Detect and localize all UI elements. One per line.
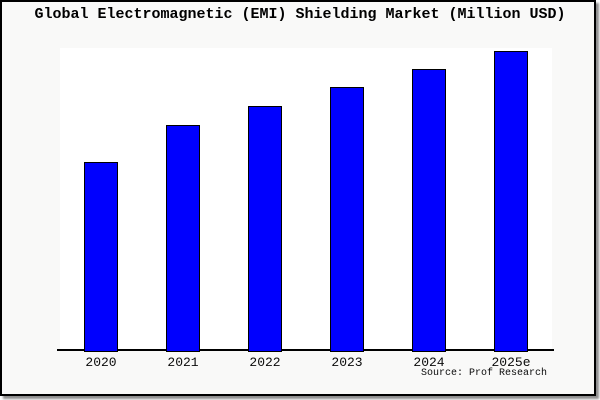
bar-2025e	[494, 51, 528, 352]
plot-area	[60, 48, 552, 350]
x-tick-label-2021: 2021	[167, 355, 199, 370]
bar-2024	[412, 69, 446, 352]
x-tick-label-2025e: 2025e	[491, 355, 531, 370]
chart-title: Global Electromagnetic (EMI) Shielding M…	[34, 6, 566, 23]
bar-2022	[248, 106, 282, 352]
x-tick-label-2023: 2023	[331, 355, 363, 370]
bar-2020	[84, 162, 118, 352]
x-tick-label-2024: 2024	[413, 355, 445, 370]
x-tick-label-2020: 2020	[85, 355, 117, 370]
source-label: Source: Prof Research	[420, 368, 547, 379]
x-axis-line	[57, 349, 554, 351]
bar-2023	[330, 87, 364, 352]
bar-2021	[166, 125, 200, 352]
x-tick-label-2022: 2022	[249, 355, 281, 370]
